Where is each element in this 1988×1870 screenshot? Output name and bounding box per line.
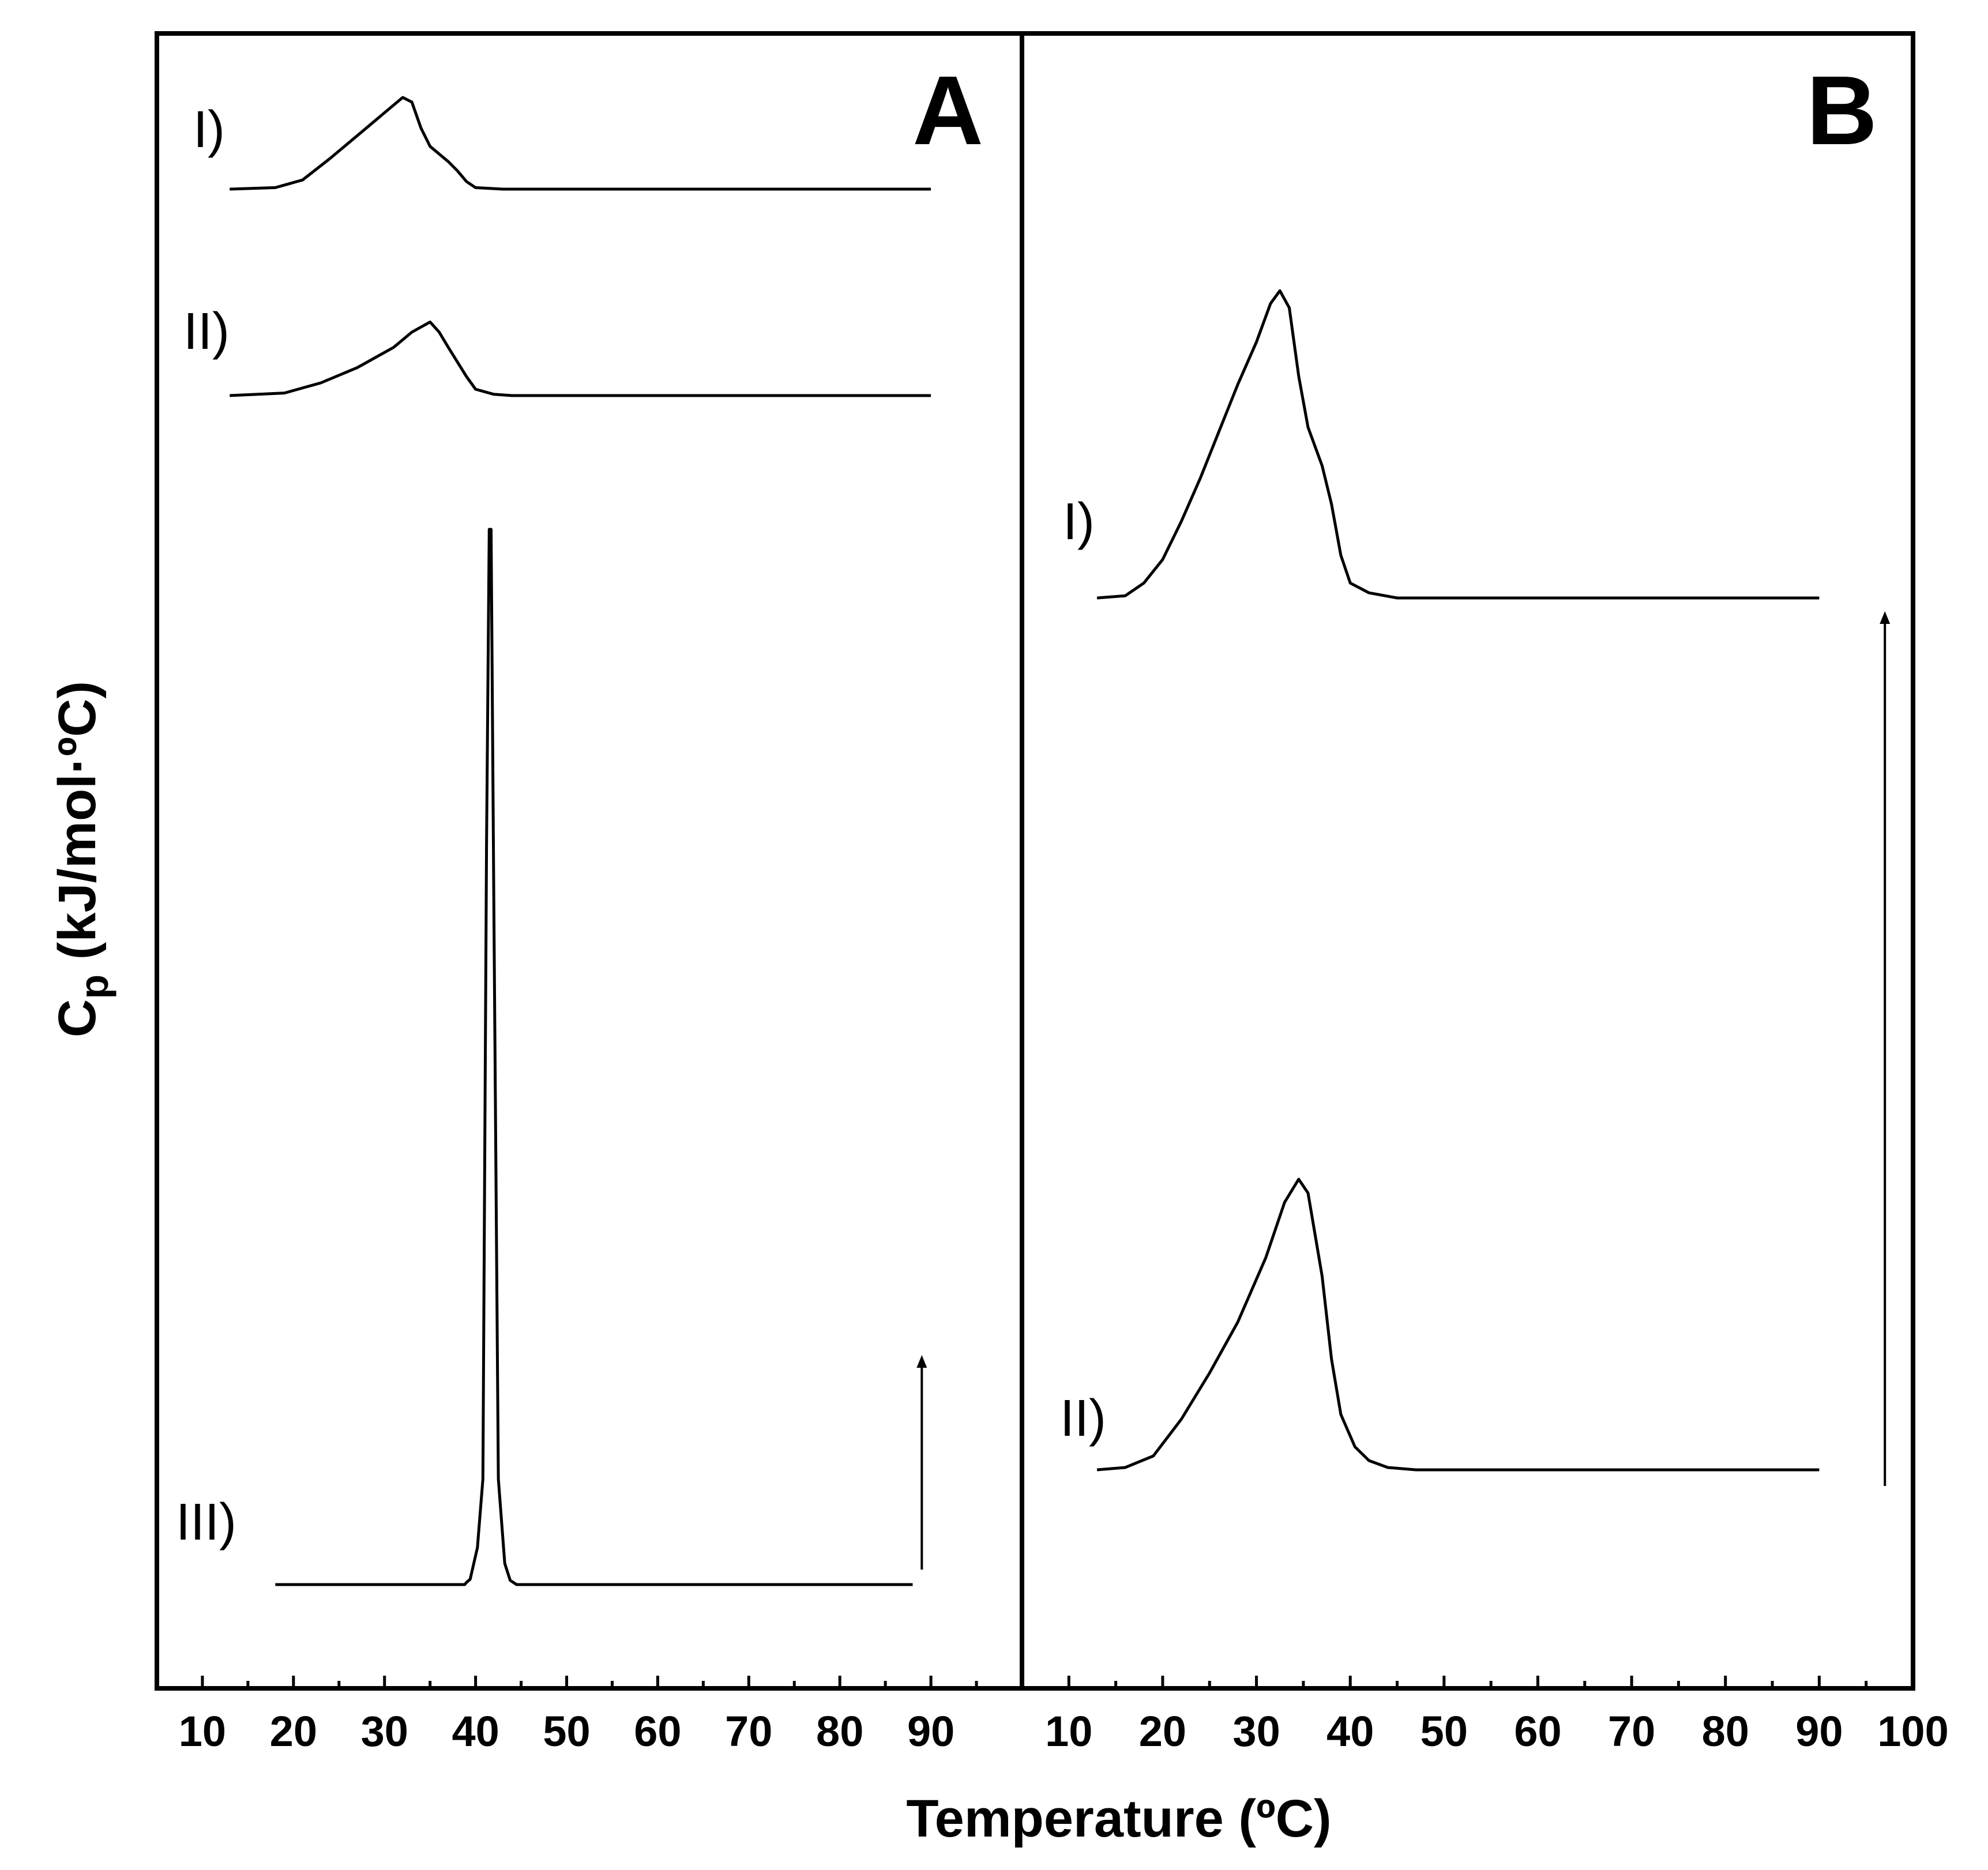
x-tick-label-60: 60 [1514, 1707, 1561, 1755]
x-tick-label-70: 70 [1608, 1707, 1655, 1755]
panel-a-letter: A [912, 56, 983, 165]
panel-b-curve-label-i: I) [1063, 493, 1095, 551]
curves-layer [230, 96, 1820, 1586]
panel-b-x-axis: 10 20 30 40 50 60 70 80 90 100 [1020, 1676, 1949, 1755]
panel-b-scale-arrow-head [1880, 611, 1891, 624]
y-axis-title: Cp (kJ/mol·ºC) [48, 681, 117, 1037]
x-tick-label-100: 100 [1877, 1707, 1948, 1755]
panel-a-curve-label-ii: II) [183, 303, 230, 360]
x-tick-label-60: 60 [634, 1707, 681, 1755]
panel-b-curve-2 [1096, 1177, 1820, 1472]
panel-a-curve-2 [230, 320, 931, 397]
x-tick-label-10: 10 [1045, 1707, 1092, 1755]
x-axis-title: Temperature (ºC) [906, 1789, 1331, 1848]
x-tick-label-70: 70 [725, 1707, 772, 1755]
x-tick-label-30: 30 [1232, 1707, 1280, 1755]
x-tick-label-40: 40 [452, 1707, 499, 1755]
panel-a-curve-3 [275, 528, 913, 1586]
x-tick-label-90: 90 [1795, 1707, 1843, 1755]
panel-a-frame [155, 31, 1024, 1691]
scale-arrows-layer [916, 611, 1891, 1570]
x-tick-label-20: 20 [270, 1707, 317, 1755]
x-tick-label-80: 80 [1702, 1707, 1749, 1755]
panel-a-curve-label-i: I) [193, 101, 225, 159]
x-tick-label-10: 10 [179, 1707, 226, 1755]
y-axis-title-sub: p [72, 974, 117, 999]
x-tick-label-20: 20 [1139, 1707, 1186, 1755]
panel-a-curve-label-iii: III) [176, 1493, 236, 1551]
x-tick-label-90: 90 [907, 1707, 954, 1755]
panel-b-frame [1020, 31, 1915, 1691]
x-tick-label-50: 50 [1420, 1707, 1468, 1755]
panel-a-curve-1 [230, 96, 931, 191]
x-tick-label-30: 30 [361, 1707, 408, 1755]
panel-a-scale-arrow-head [916, 1355, 927, 1368]
panel-a-x-axis: 10 20 30 40 50 60 70 80 90 [155, 1676, 1024, 1755]
panel-b-curve-1 [1096, 289, 1820, 600]
y-axis-title-rest: (kJ/mol·ºC) [48, 681, 107, 974]
x-tick-label-80: 80 [816, 1707, 863, 1755]
panel-b-curve-label-ii: II) [1060, 1390, 1106, 1447]
y-axis-title-main: C [48, 999, 107, 1037]
x-tick-label-50: 50 [543, 1707, 590, 1755]
panel-b-letter: B [1806, 56, 1877, 165]
x-tick-label-40: 40 [1326, 1707, 1374, 1755]
